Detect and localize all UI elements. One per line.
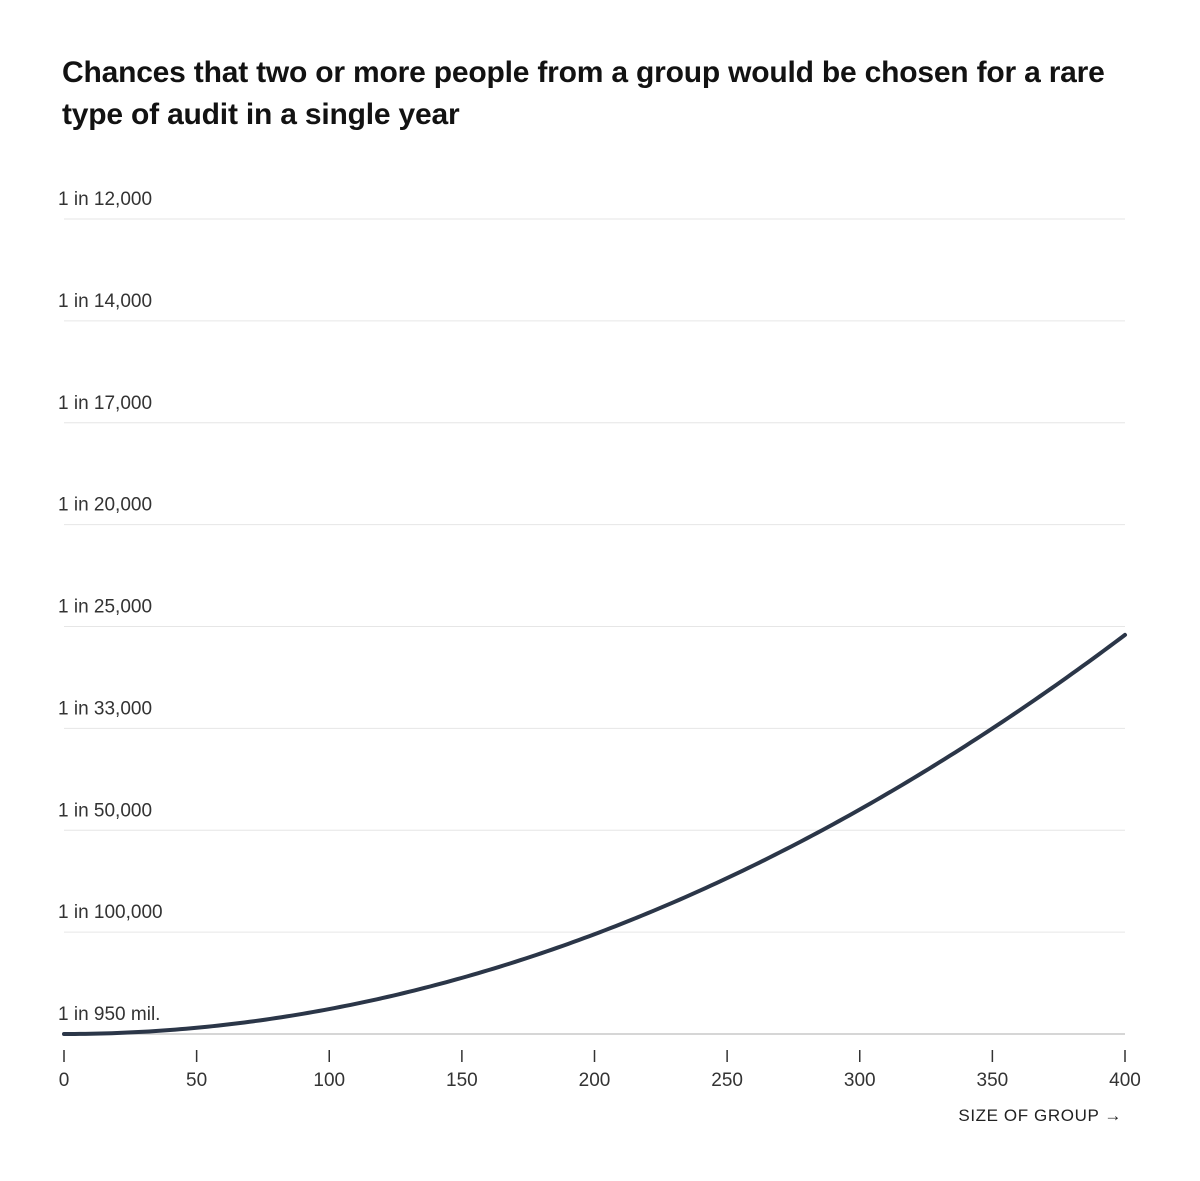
x-tick-label: 100: [313, 1070, 345, 1091]
x-axis-title: SIZE OF GROUP →: [958, 1106, 1122, 1125]
x-tick-label: 50: [186, 1070, 207, 1091]
x-tick-label: 0: [59, 1070, 70, 1091]
y-tick-label: 1 in 100,000: [58, 902, 163, 923]
series-layer: [62, 632, 1127, 1036]
y-tick-label: 1 in 50,000: [58, 800, 152, 821]
y-tick-label: 1 in 33,000: [58, 698, 152, 719]
y-tick-label: 1 in 25,000: [58, 597, 152, 618]
x-tick-label: 350: [977, 1070, 1009, 1091]
grid-lines: [64, 218, 1125, 1035]
x-tick-label: 200: [579, 1070, 611, 1091]
series-line: [62, 632, 1127, 1036]
x-tick-label: 300: [844, 1070, 876, 1091]
y-tick-label: 1 in 17,000: [58, 393, 152, 414]
x-axis: 0 50 100 150 200 250 300 350 400: [59, 1050, 1141, 1091]
x-tick-label: 400: [1109, 1070, 1141, 1091]
y-tick-label: 1 in 14,000: [58, 291, 152, 312]
chart-title: Chances that two or more people from a g…: [62, 56, 1105, 131]
y-axis-labels: 1 in 950 mil. 1 in 100,000 1 in 50,000 1 in…: [58, 189, 163, 1025]
y-tick-label: 1 in 20,000: [58, 495, 152, 516]
y-tick-label: 1 in 12,000: [58, 189, 152, 210]
y-tick-label: 1 in 950 mil.: [58, 1004, 160, 1025]
x-tick-label: 150: [446, 1070, 478, 1091]
x-tick-label: 250: [711, 1070, 743, 1091]
